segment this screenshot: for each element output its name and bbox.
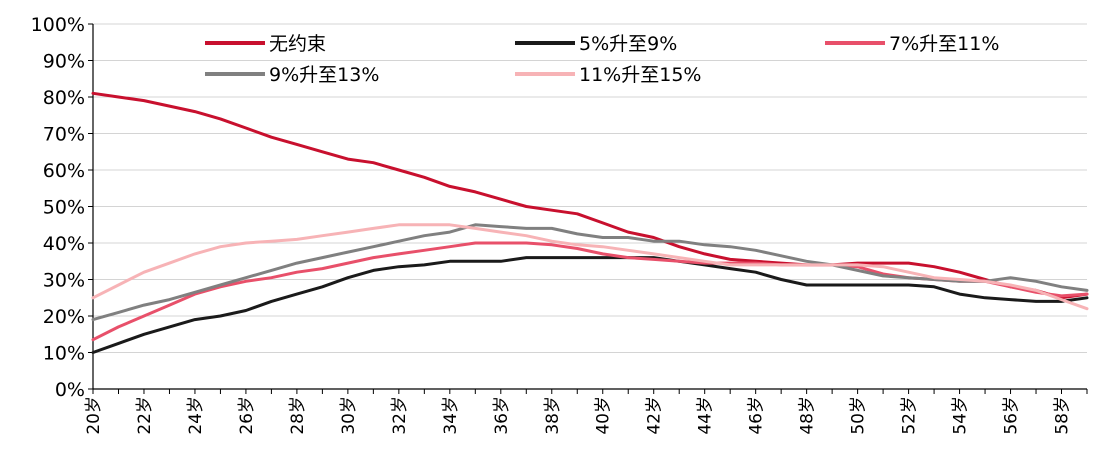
- legend-label: 11%升至15%: [579, 64, 701, 86]
- y-tick-label: 90%: [43, 51, 85, 73]
- x-tick-label: 30岁: [339, 396, 359, 435]
- x-tick-label: 58岁: [1053, 396, 1073, 435]
- x-tick-labels: 20岁 22岁 24岁 26岁 28岁 30岁 32岁 34岁 36岁 38岁 40岁 42岁 44岁 4…: [84, 389, 1088, 435]
- x-tick-label: 42岁: [645, 396, 665, 435]
- x-tick-label: 34岁: [441, 396, 461, 435]
- y-tick-label: 10%: [43, 343, 85, 365]
- series-line: [91, 91, 1089, 300]
- y-tick-label: 50%: [43, 197, 85, 219]
- x-tick-label: 56岁: [1002, 396, 1022, 435]
- x-tick-label: 44岁: [696, 396, 716, 435]
- y-tick-label: 80%: [43, 87, 85, 109]
- x-tick-label: 24岁: [186, 396, 206, 435]
- x-tick-label: 54岁: [951, 396, 971, 435]
- y-tick-label: 30%: [43, 270, 85, 292]
- x-tick-label: 28岁: [288, 396, 308, 435]
- y-tick-labels: 0% 10% 20% 30% 40% 50% 60% 70% 80% 90% 100%: [31, 14, 85, 401]
- series-line: [91, 223, 1089, 311]
- x-tick-label: 46岁: [747, 396, 767, 435]
- x-tick-label: 40岁: [594, 396, 614, 435]
- series-lines: [91, 91, 1089, 354]
- axes: [92, 24, 1087, 390]
- x-tick-label: 36岁: [492, 396, 512, 435]
- legend-label: 9%升至13%: [269, 64, 379, 86]
- legend-label: 无约束: [269, 33, 326, 55]
- y-tick-label: 40%: [43, 233, 85, 255]
- legend-label: 5%升至9%: [579, 33, 677, 55]
- x-tick-label: 50岁: [849, 396, 869, 435]
- series-line: [91, 256, 1089, 354]
- x-tick-label: 48岁: [798, 396, 818, 435]
- y-tick-label: 70%: [43, 124, 85, 146]
- x-tick-label: 22岁: [135, 396, 155, 435]
- legend: 无约束 5%升至9% 7%升至11% 9%升至13% 11%升至15%: [205, 33, 999, 86]
- y-tick-label: 60%: [43, 160, 85, 182]
- x-tick-label: 26岁: [237, 396, 257, 435]
- y-tick-label: 100%: [31, 14, 85, 36]
- legend-label: 7%升至11%: [889, 33, 999, 55]
- x-tick-label: 38岁: [543, 396, 563, 435]
- x-tick-label: 20岁: [84, 396, 104, 435]
- x-tick-label: 52岁: [900, 396, 920, 435]
- y-tick-label: 0%: [55, 379, 85, 401]
- series-line: [91, 223, 1089, 322]
- y-tick-label: 20%: [43, 306, 85, 328]
- x-tick-label: 32岁: [390, 396, 410, 435]
